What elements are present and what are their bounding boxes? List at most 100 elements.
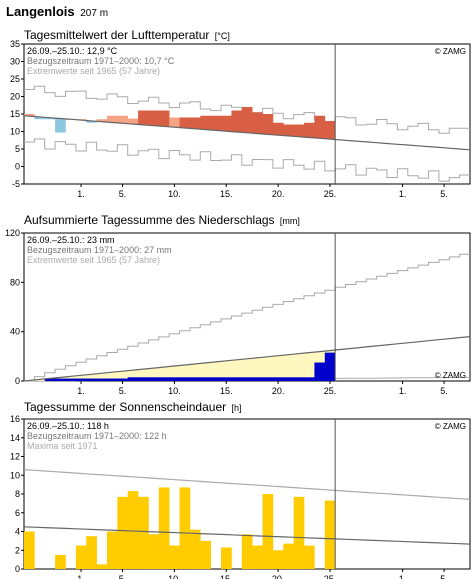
y-tick-label: 10 — [10, 470, 20, 480]
sunshine-bar — [241, 534, 253, 569]
extreme-max-line — [24, 253, 470, 382]
precip-cumulative-bar — [324, 352, 336, 381]
precip-cumulative-bar — [241, 377, 253, 381]
temperature-bar — [169, 117, 180, 128]
temperature-bar — [200, 115, 211, 130]
sunshine-bar — [304, 545, 315, 569]
temperature-bar — [304, 122, 315, 138]
x-tick-label: 20. — [272, 386, 285, 396]
y-tick-label: 0 — [15, 376, 20, 386]
sunshine-bar — [221, 547, 232, 569]
precip-cumulative-bar — [86, 378, 97, 381]
x-tick-label: 1. — [399, 386, 407, 396]
temperature-bar — [272, 122, 284, 136]
x-tick-label: 15. — [220, 189, 233, 199]
x-tick-label: 1. — [77, 386, 85, 396]
temperature-bar — [314, 115, 326, 139]
x-tick-label: 25. — [324, 386, 337, 396]
temperature-bar — [189, 117, 201, 129]
x-tick-label: 10. — [168, 189, 181, 199]
x-tick-label: 15. — [220, 574, 233, 579]
legend-norm: Bezugszeitraum 1971–2000: 27 mm — [27, 245, 172, 255]
source-label: © ZAMG — [435, 47, 466, 56]
y-tick-label: 16 — [10, 414, 20, 424]
temperature-bar — [231, 110, 243, 132]
temperature-bar — [179, 117, 191, 129]
y-tick-label: 8 — [15, 489, 20, 499]
x-tick-label: 10. — [168, 386, 181, 396]
precip-cumulative-bar — [189, 377, 201, 381]
precip-cumulative-bar — [148, 377, 160, 381]
sunshine-bar — [189, 529, 201, 569]
legend-actual: 26.09.–25.10.: 23 mm — [27, 235, 115, 245]
temperature-bar — [127, 118, 139, 125]
precip-cumulative-bar — [169, 377, 180, 381]
x-tick-label: 1. — [77, 574, 85, 579]
sunshine-bar — [148, 534, 160, 569]
temperature-bar — [138, 110, 149, 125]
precip-cumulative-bar — [127, 377, 139, 381]
precip-cumulative-bar — [293, 377, 305, 381]
temperature-bar — [252, 112, 263, 134]
temperature-bar — [221, 115, 232, 132]
y-tick-label: 20 — [10, 92, 20, 102]
x-tick-label: 1. — [399, 189, 407, 199]
temperature-bar — [44, 117, 56, 120]
sunshine-bar — [283, 543, 294, 569]
precip-cumulative-bar — [200, 377, 211, 381]
y-tick-label: 14 — [10, 433, 20, 443]
sunshine-bar — [158, 487, 170, 569]
sunshine-bar — [75, 545, 87, 569]
y-tick-label: -5 — [12, 179, 20, 189]
legend-norm: Bezugszeitraum 1971–2000: 122 h — [27, 431, 167, 441]
temperature-bar — [55, 118, 66, 133]
precip-cumulative-bar — [65, 378, 77, 381]
x-tick-label: 5. — [440, 386, 448, 396]
x-tick-label: 5. — [440, 574, 448, 579]
y-tick-label: 120 — [5, 228, 20, 238]
legend-actual: 26.09.–25.10.: 12,9 °C — [27, 46, 118, 56]
temperature-bar — [96, 119, 108, 122]
y-tick-label: 0 — [15, 564, 20, 574]
temperature-bar — [148, 110, 160, 126]
sunshine-bar — [179, 487, 191, 569]
extreme-min-line — [24, 138, 470, 182]
precip-cumulative-bar — [44, 378, 56, 381]
y-tick-label: 80 — [10, 277, 20, 287]
source-label: © ZAMG — [435, 422, 466, 431]
station-name: Langenlois — [6, 4, 75, 19]
y-tick-label: 15 — [10, 109, 20, 119]
x-tick-label: 5. — [119, 189, 127, 199]
precip-cumulative-bar — [231, 377, 243, 381]
norm-line — [23, 115, 471, 151]
sunshine-bar — [96, 564, 108, 569]
sunshine-bar — [86, 536, 97, 569]
temperature-bar — [24, 114, 35, 117]
temperature-bar — [283, 124, 294, 136]
temperature-bar — [324, 121, 336, 140]
sunshine-bar — [252, 545, 263, 569]
y-tick-label: 10 — [10, 127, 20, 137]
x-tick-label: 1. — [77, 189, 85, 199]
x-tick-label: 5. — [440, 189, 448, 199]
precip-cumulative-bar — [210, 377, 222, 381]
sunshine-chart-title: Tagessumme der Sonnenscheindauer [h] — [24, 400, 242, 414]
sunshine-bar — [293, 496, 305, 569]
sunshine-bar — [106, 531, 118, 569]
precip-cumulative-bar — [117, 378, 129, 381]
legend-extreme: Extremwerte seit 1965 (57 Jahre) — [27, 255, 160, 265]
temperature-chart-title: Tagesmittelwert der Lufttemperatur [°C] — [24, 28, 230, 42]
sunshine-bar — [272, 550, 284, 569]
x-tick-label: 25. — [324, 189, 337, 199]
precip-cumulative-bar — [75, 378, 87, 381]
temperature-bar — [262, 114, 274, 135]
precip-cumulative-bar — [314, 362, 326, 381]
sunshine-bar — [324, 500, 336, 569]
y-tick-label: 6 — [15, 508, 20, 518]
y-tick-label: 0 — [15, 162, 20, 172]
sunshine-bar — [262, 494, 274, 569]
precip-cumulative-bar — [283, 377, 294, 381]
x-tick-label: 20. — [272, 189, 285, 199]
precip-cumulative-bar — [179, 377, 191, 381]
